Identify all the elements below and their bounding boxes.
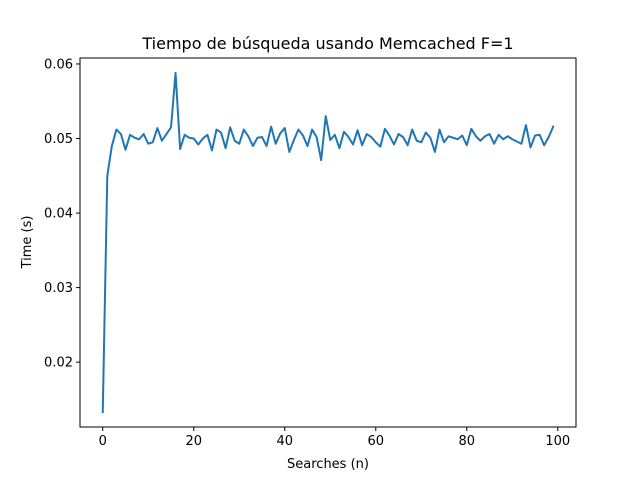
x-tick-label: 0: [99, 434, 107, 449]
x-tick-label: 60: [368, 434, 385, 449]
x-tick-label: 80: [459, 434, 476, 449]
y-axis-label: Time (s): [20, 216, 35, 270]
x-axis-label: Searches (n): [287, 457, 369, 472]
chart-title: Tiempo de búsqueda usando Memcached F=1: [141, 34, 513, 53]
x-tick-label: 20: [185, 434, 202, 449]
x-tick-label: 40: [276, 434, 293, 449]
y-tick-label: 0.02: [44, 356, 73, 371]
plot-frame: [79, 57, 577, 428]
series-line: [101, 71, 555, 414]
x-axis-ticks: 0 20 40 60 80 100: [99, 427, 570, 449]
x-tick-label: 100: [545, 434, 570, 449]
y-tick-label: 0.03: [44, 281, 73, 296]
y-tick-label: 0.05: [44, 132, 73, 147]
series-layer: [101, 71, 555, 414]
y-tick-label: 0.04: [44, 207, 73, 222]
y-axis-ticks: 0.02 0.03 0.04 0.05 0.06: [44, 57, 80, 371]
y-tick-label: 0.06: [44, 57, 73, 72]
